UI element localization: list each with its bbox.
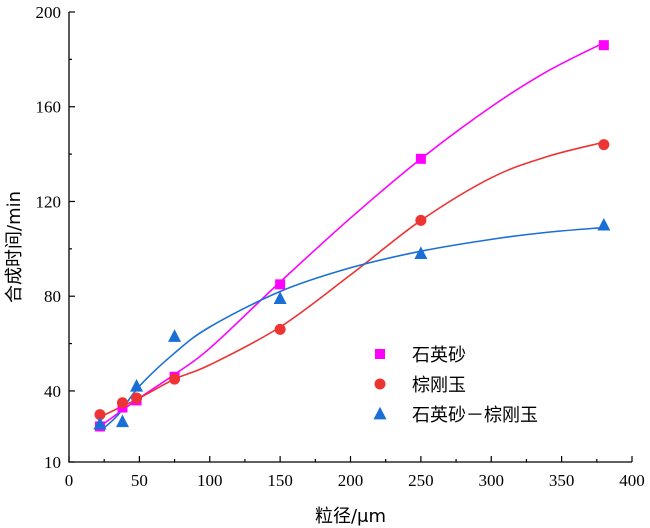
x-tick-label: 100 bbox=[197, 471, 223, 490]
data-point-circle bbox=[169, 373, 181, 385]
data-point-circle bbox=[415, 214, 427, 226]
data-point-circle bbox=[274, 323, 286, 335]
x-tick-label: 150 bbox=[267, 471, 293, 490]
data-point-triangle bbox=[130, 379, 144, 392]
y-tick-label: 120 bbox=[36, 192, 62, 211]
y-axis-title: 合成时间/min bbox=[4, 191, 25, 303]
data-point-triangle bbox=[273, 291, 287, 304]
data-point-circle bbox=[94, 409, 106, 421]
legend-marker-circle bbox=[374, 378, 386, 390]
fit-curve-triangle bbox=[99, 226, 604, 432]
data-point-triangle bbox=[414, 246, 428, 259]
data-point-circle bbox=[598, 139, 610, 151]
axis-lines bbox=[68, 12, 632, 463]
data-point-circle bbox=[116, 397, 128, 409]
data-point-square bbox=[598, 40, 609, 51]
data-point-square bbox=[415, 153, 426, 164]
y-tick-label: 160 bbox=[36, 98, 62, 117]
fit-curve-square bbox=[99, 42, 605, 428]
legend-marker-triangle bbox=[373, 406, 387, 420]
data-point-triangle bbox=[93, 416, 107, 430]
y-tick-label: 40 bbox=[44, 382, 61, 401]
x-tick-label: 200 bbox=[338, 471, 364, 490]
data-point-triangle bbox=[597, 217, 611, 231]
x-tick-label: 0 bbox=[65, 471, 74, 490]
data-point-triangle bbox=[168, 329, 182, 342]
legend-label: 石英砂－棕刚玉 bbox=[412, 405, 538, 426]
legend-label: 石英砂 bbox=[412, 345, 466, 366]
legend-label: 棕刚玉 bbox=[412, 375, 466, 396]
x-tick-label: 300 bbox=[479, 471, 505, 490]
fit-curves bbox=[99, 42, 605, 432]
y-tick-label: 80 bbox=[44, 287, 61, 306]
data-point-square bbox=[275, 279, 286, 290]
data-markers bbox=[93, 40, 611, 432]
data-point-circle bbox=[131, 392, 143, 404]
y-tick-label: 10 bbox=[44, 453, 61, 472]
data-point-triangle bbox=[115, 414, 129, 428]
x-tick-label: 350 bbox=[549, 471, 575, 490]
x-tick-label: 50 bbox=[131, 471, 148, 490]
legend-marker-square bbox=[375, 349, 385, 359]
fit-curve-circle bbox=[99, 141, 605, 418]
axes: 0 50 100 150 200 250 300 350 400 10 40 80 120 160 200 bbox=[36, 3, 645, 490]
y-tick-label: 200 bbox=[36, 3, 62, 22]
x-tick-label: 400 bbox=[619, 471, 645, 490]
x-tick-label: 250 bbox=[408, 471, 434, 490]
x-axis-title: 粒径/μm bbox=[315, 506, 386, 527]
